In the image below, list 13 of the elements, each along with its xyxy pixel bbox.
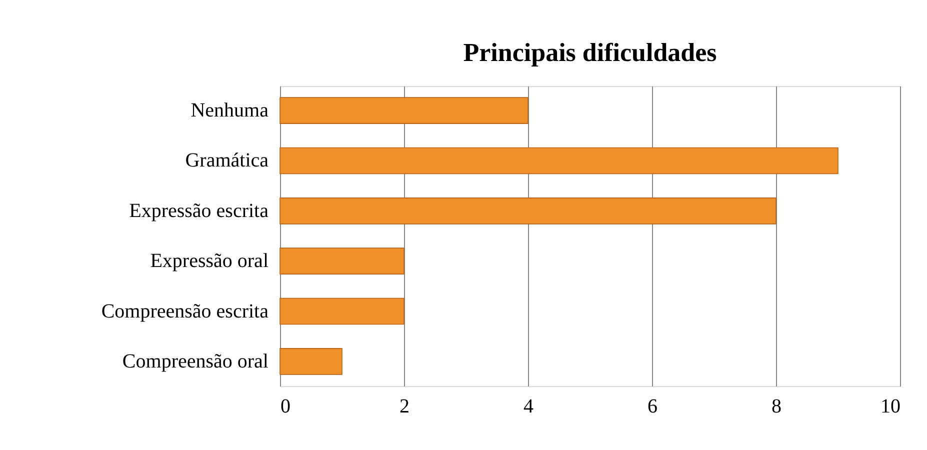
chart-title: Principais dificuldades bbox=[463, 38, 717, 67]
x-tick-label: 6 bbox=[648, 396, 658, 418]
x-tick-label: 10 bbox=[880, 396, 900, 418]
y-tick-label: Nenhuma bbox=[190, 100, 269, 122]
y-tick-label: Gramática bbox=[185, 150, 269, 172]
x-tick-label: 8 bbox=[772, 396, 782, 418]
x-tick-label: 4 bbox=[524, 396, 534, 418]
y-tick-label: Expressão oral bbox=[150, 250, 269, 272]
y-tick-label: Compreensão escrita bbox=[101, 300, 269, 322]
y-tick-label: Expressão escrita bbox=[129, 200, 269, 222]
y-tick-label: Compreensão oral bbox=[122, 350, 269, 372]
x-tick-label: 2 bbox=[400, 396, 410, 418]
x-tick-label: 0 bbox=[280, 396, 290, 418]
